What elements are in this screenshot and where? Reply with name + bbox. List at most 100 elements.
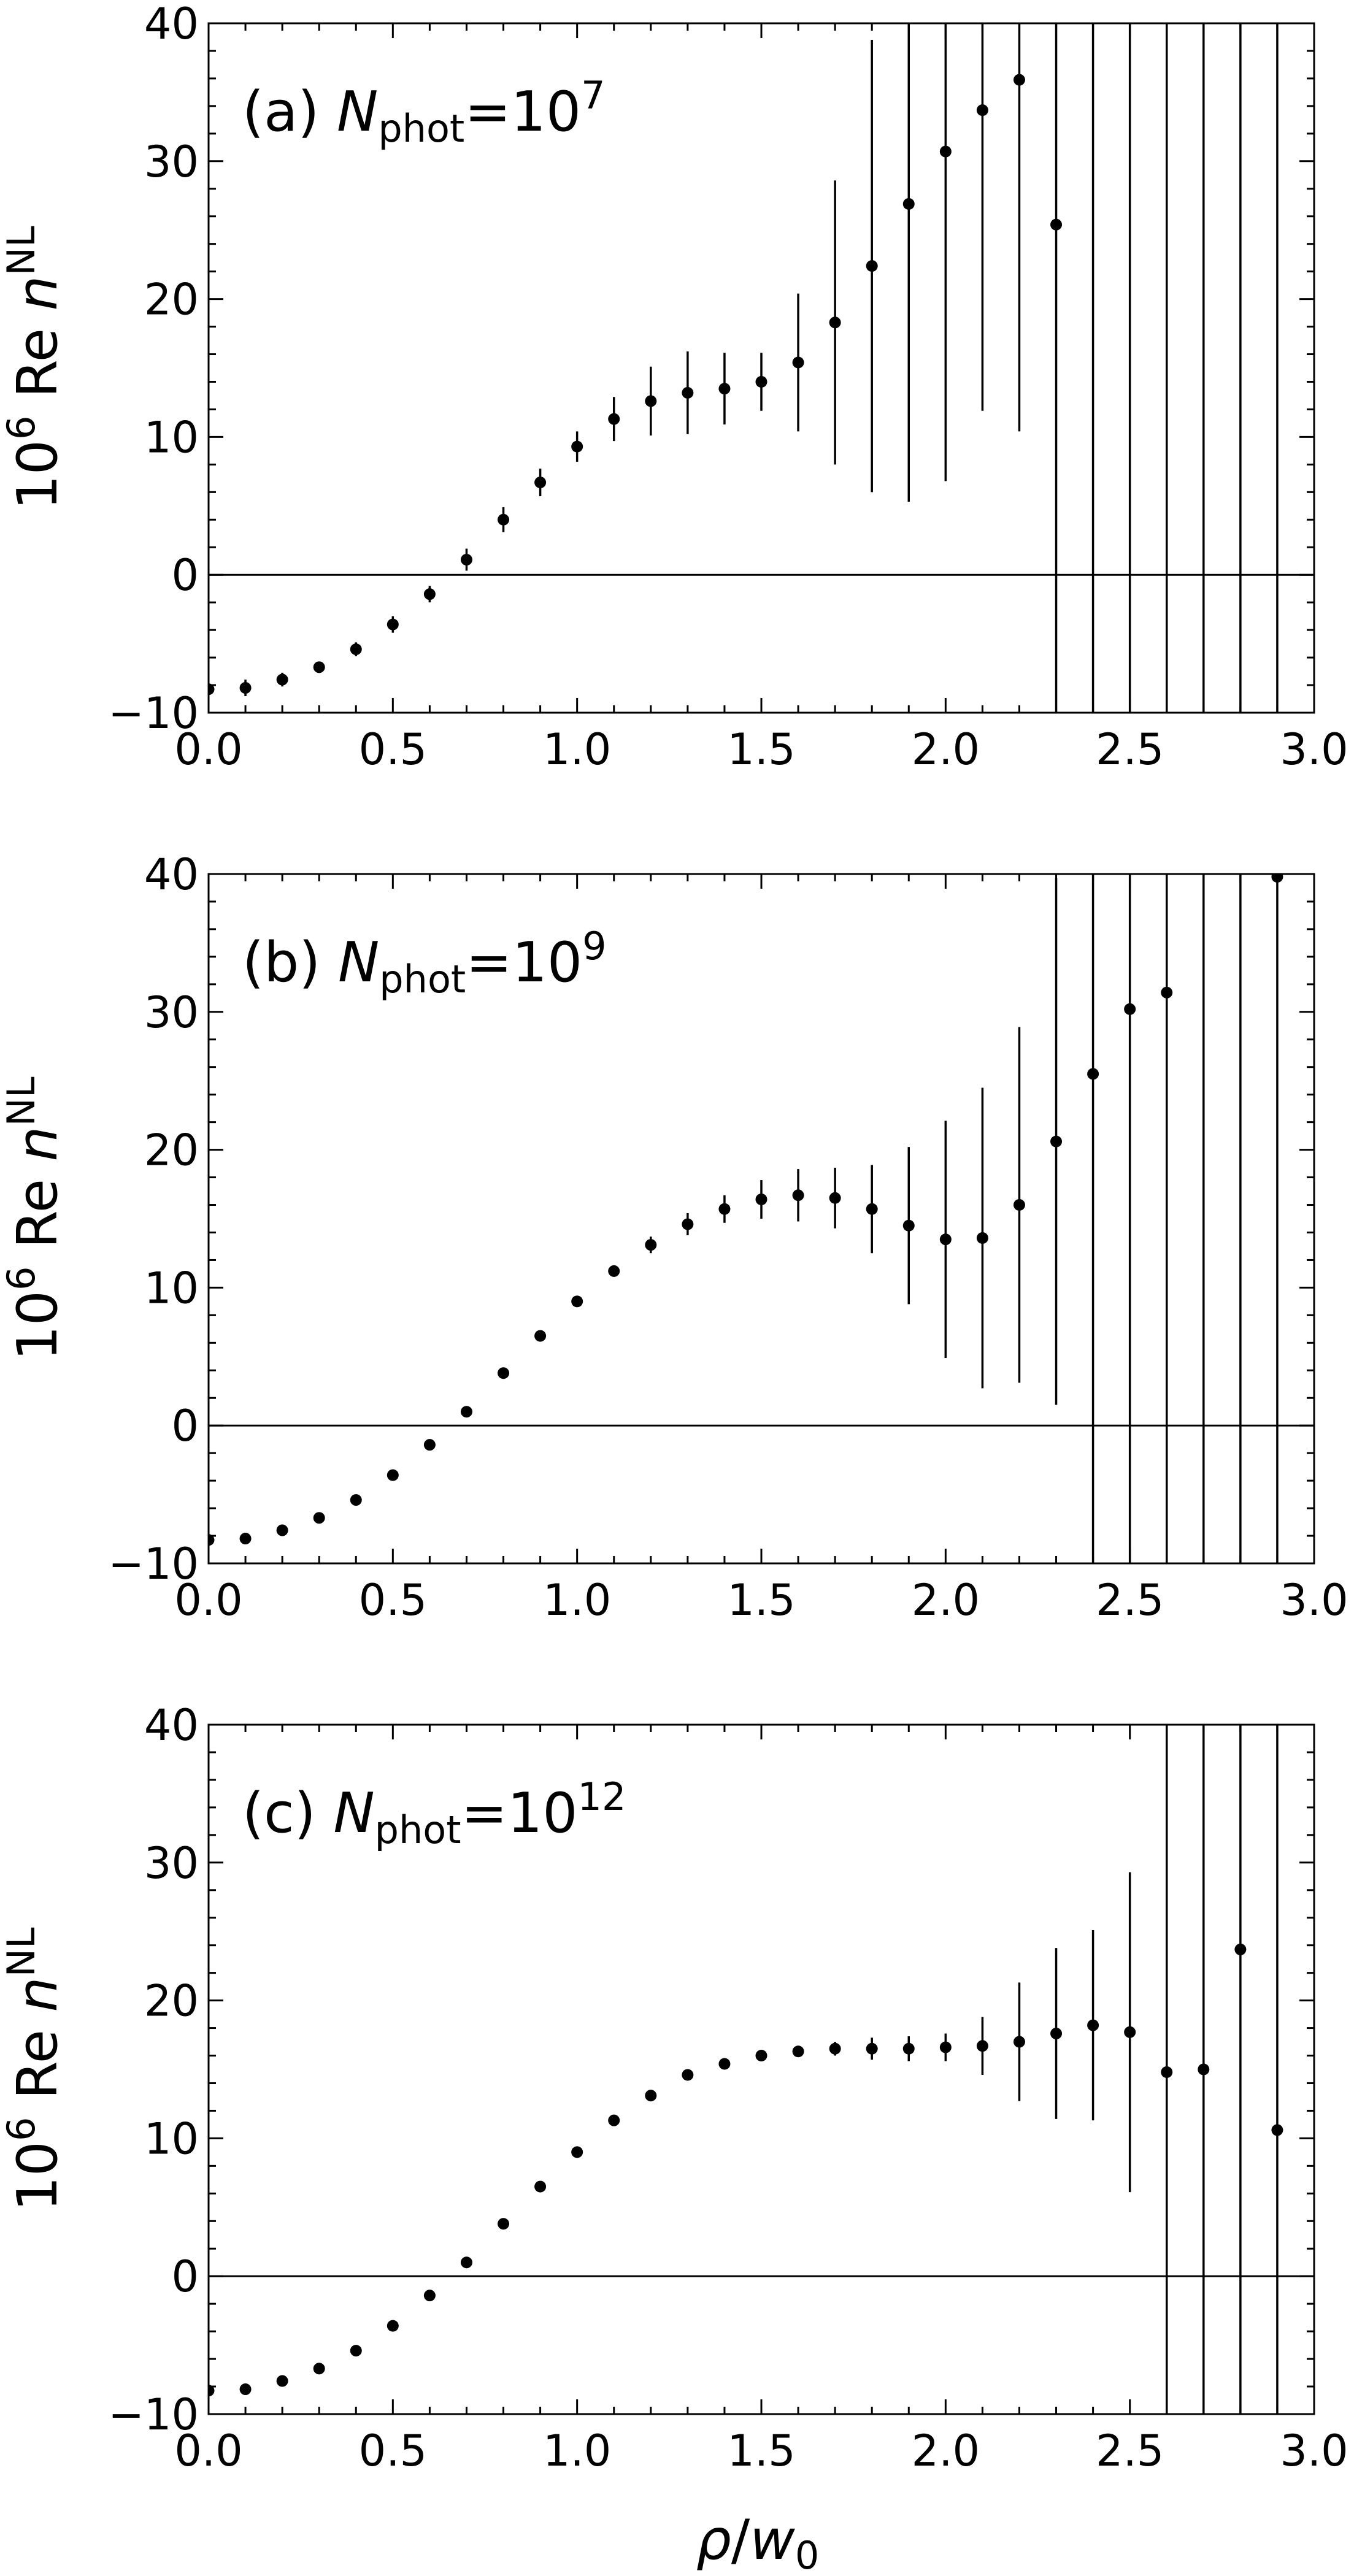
data-point bbox=[792, 356, 804, 369]
data-point bbox=[1271, 874, 1283, 883]
x-tick-label: 2.0 bbox=[912, 724, 980, 775]
data-point bbox=[423, 588, 436, 600]
data-series bbox=[209, 874, 1283, 1563]
x-tick-label: 0.5 bbox=[359, 2426, 427, 2476]
plot-frame bbox=[207, 22, 1315, 714]
data-point bbox=[718, 2058, 731, 2070]
data-point bbox=[534, 477, 547, 489]
data-series bbox=[209, 23, 1279, 713]
x-tick-label: 2.0 bbox=[912, 2426, 980, 2476]
data-point bbox=[1161, 986, 1173, 999]
y-tick-label: 20 bbox=[144, 1125, 199, 1176]
n-exponent: 12 bbox=[578, 1774, 626, 1819]
data-point bbox=[645, 1239, 657, 1251]
data-point bbox=[902, 1219, 915, 1232]
x-tick-label: 2.5 bbox=[1096, 2426, 1164, 2476]
data-point bbox=[239, 2383, 252, 2396]
plot-frame bbox=[207, 873, 1315, 1565]
x-label-rho: ρ bbox=[696, 2508, 731, 2572]
data-point bbox=[866, 260, 878, 272]
data-point bbox=[276, 1524, 288, 1536]
y-tick-label: 0 bbox=[171, 550, 199, 600]
y-label-base: 10 bbox=[6, 440, 70, 510]
data-point bbox=[1013, 2036, 1025, 2048]
n-symbol: N bbox=[338, 930, 379, 995]
data-point bbox=[460, 1406, 472, 1418]
x-tick-label: 3.0 bbox=[1280, 1575, 1348, 1625]
data-point bbox=[571, 2146, 583, 2158]
plot-frame bbox=[207, 1723, 1315, 2415]
n-equals: =10 bbox=[466, 930, 582, 995]
data-point bbox=[1087, 1068, 1099, 1080]
data-point bbox=[239, 1533, 252, 1545]
x-tick-label: 2.0 bbox=[912, 1575, 980, 1625]
y-tick-label: −10 bbox=[108, 1539, 199, 1589]
data-point bbox=[350, 1494, 362, 1506]
y-axis-label: 106 Re nNL bbox=[0, 226, 70, 510]
y-label-n: n bbox=[6, 275, 70, 310]
data-point bbox=[460, 2256, 472, 2269]
data-point bbox=[1271, 2124, 1283, 2136]
data-point bbox=[534, 2180, 547, 2193]
x-tick-label: 0.0 bbox=[174, 2426, 242, 2476]
data-point bbox=[792, 2045, 804, 2058]
y-label-n: n bbox=[6, 1126, 70, 1161]
data-point bbox=[460, 553, 472, 565]
data-point bbox=[276, 2375, 288, 2387]
data-point bbox=[792, 1189, 804, 1202]
x-tick-label: 0.5 bbox=[359, 724, 427, 775]
n-symbol: N bbox=[333, 1781, 374, 1846]
x-tick-label: 3.0 bbox=[1280, 724, 1348, 775]
y-tick-label: 0 bbox=[171, 2252, 199, 2302]
y-tick-label: 40 bbox=[144, 849, 199, 900]
data-point bbox=[1124, 2026, 1136, 2038]
n-equals: =10 bbox=[461, 1781, 578, 1846]
y-label-base: 10 bbox=[6, 1290, 70, 1361]
chart-panel-c: 0.0 0.5 1.0 1.5 2.0 2.5 3.0 −10 0 10 20 30 40 (c) Nph… bbox=[0, 1700, 1348, 2476]
y-tick-label: −10 bbox=[108, 2390, 199, 2440]
y-tick-label: 30 bbox=[144, 1838, 199, 1888]
data-point bbox=[718, 383, 731, 395]
data-point bbox=[1234, 1943, 1247, 1955]
n-subscript: phot bbox=[379, 957, 466, 1002]
x-tick-label: 3.0 bbox=[1280, 2426, 1348, 2476]
data-point bbox=[423, 1439, 436, 1451]
n-subscript: phot bbox=[378, 106, 464, 151]
y-label-sup: NL bbox=[0, 1076, 44, 1126]
y-label-sup: NL bbox=[0, 226, 44, 275]
y-tick-label: −10 bbox=[108, 688, 199, 738]
x-tick-label: 1.5 bbox=[727, 724, 795, 775]
y-tick-label: 0 bbox=[171, 1401, 199, 1451]
y-label-exp: 6 bbox=[0, 1267, 44, 1290]
y-label-re: Re bbox=[6, 2012, 70, 2117]
chart-panel-b: 0.0 0.5 1.0 1.5 2.0 2.5 3.0 −10 0 10 20 30 40 (b) Nph… bbox=[0, 849, 1348, 1625]
x-tick-label: 0.5 bbox=[359, 1575, 427, 1625]
y-tick-label: 40 bbox=[144, 1700, 199, 1750]
data-point bbox=[682, 1218, 694, 1230]
data-point bbox=[755, 375, 767, 388]
data-point bbox=[498, 1367, 510, 1379]
data-point bbox=[1050, 1135, 1063, 1148]
data-point bbox=[1050, 2028, 1063, 2040]
data-point bbox=[866, 1203, 878, 1215]
y-tick-label: 20 bbox=[144, 1976, 199, 2026]
x-label-sub: 0 bbox=[795, 2533, 819, 2576]
data-point bbox=[645, 2090, 657, 2102]
data-point bbox=[313, 2363, 325, 2375]
data-point bbox=[423, 2290, 436, 2302]
x-label-w: w bbox=[750, 2508, 795, 2572]
data-point bbox=[313, 1512, 325, 1524]
panel-label: (a) Nphot=107 bbox=[242, 73, 606, 151]
y-axis-label: 106 Re nNL bbox=[0, 1927, 70, 2212]
y-label-base: 10 bbox=[6, 2141, 70, 2212]
data-point bbox=[902, 197, 915, 210]
data-point bbox=[1161, 2066, 1173, 2078]
panel-label: (b) Nphot=109 bbox=[242, 924, 607, 1002]
y-label-exp: 6 bbox=[0, 416, 44, 440]
x-tick-label: 1.0 bbox=[543, 2426, 611, 2476]
data-point bbox=[1050, 218, 1063, 231]
data-point bbox=[1013, 1199, 1025, 1211]
n-equals: =10 bbox=[464, 80, 581, 144]
n-subscript: phot bbox=[375, 1807, 461, 1852]
